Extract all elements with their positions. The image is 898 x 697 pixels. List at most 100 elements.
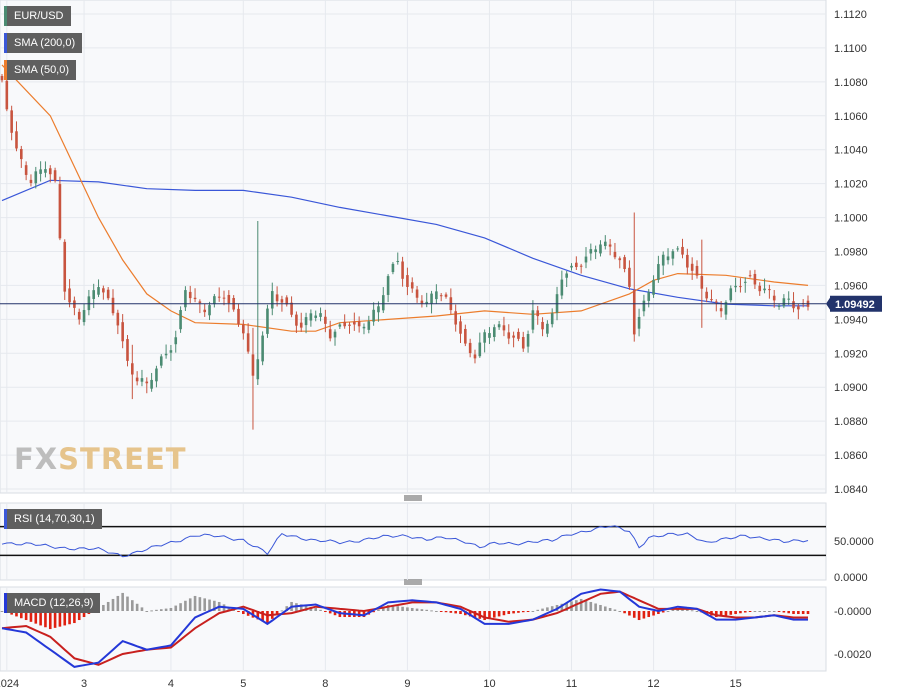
- macd-histogram-bar: [140, 607, 144, 611]
- candle-body: [565, 273, 568, 278]
- macd-histogram-bar: [324, 611, 327, 612]
- candle-body: [632, 290, 636, 335]
- price-tick-label: 1.1000: [834, 213, 868, 225]
- macd-histogram-bar: [0, 611, 4, 612]
- candle-body: [372, 309, 375, 322]
- macd-histogram-bar: [53, 611, 57, 628]
- macd-histogram-bar: [20, 611, 23, 619]
- candle-body: [198, 301, 202, 303]
- candle-body: [58, 184, 62, 239]
- legend-eurusd[interactable]: EUR/USD: [4, 6, 71, 26]
- candle-body: [700, 276, 704, 289]
- legend-macd[interactable]: MACD (12,26,9): [4, 593, 101, 613]
- watermark-street: STREET: [58, 442, 187, 476]
- candle-body: [599, 244, 602, 254]
- candle-body: [705, 291, 708, 299]
- candle-body: [406, 275, 409, 287]
- last-price-tag: [830, 295, 882, 312]
- macd-histogram-bar: [594, 603, 597, 611]
- x-tick-label: 2024: [0, 678, 19, 690]
- macd-histogram-bar: [299, 604, 303, 611]
- macd-histogram-bar: [647, 611, 651, 618]
- macd-histogram-bar: [618, 611, 622, 612]
- macd-histogram-bar: [787, 611, 790, 614]
- candle-body: [454, 311, 457, 325]
- macd-histogram-bar: [743, 611, 747, 613]
- macd-histogram-bar: [34, 611, 38, 624]
- legend-label: SMA (200,0): [14, 37, 76, 49]
- candle-body: [184, 290, 187, 308]
- macd-histogram-bar: [285, 606, 289, 611]
- price-tick-label: 1.0900: [834, 382, 868, 394]
- macd-histogram-bar: [483, 611, 486, 621]
- candle-body: [203, 309, 207, 313]
- macd-line: [1, 588, 808, 668]
- macd-histogram-bar: [502, 611, 506, 616]
- legend-rsi[interactable]: RSI (14,70,30,1): [4, 509, 102, 529]
- macd-histogram-bar: [579, 598, 583, 611]
- candle-body: [603, 241, 607, 247]
- candle-body: [478, 342, 482, 357]
- candle-body: [188, 291, 192, 299]
- price-tick-label: 1.0960: [834, 280, 868, 292]
- macd-histogram-bar: [362, 611, 366, 618]
- candle-body: [473, 354, 477, 359]
- macd-histogram-bar: [372, 611, 375, 613]
- macd-histogram-bar: [512, 611, 515, 614]
- rsi-tick-label: 50.0000: [834, 536, 874, 548]
- candle-body: [155, 368, 158, 382]
- candle-body: [560, 279, 564, 296]
- candle-body: [169, 350, 173, 353]
- legend-sma50[interactable]: SMA (50,0): [4, 60, 77, 80]
- price-tick-label: 1.0880: [834, 416, 868, 428]
- rsi-line: [1, 525, 809, 558]
- candle-body: [63, 241, 67, 292]
- legend-label: MACD (12,26,9): [14, 597, 94, 609]
- candle-body: [256, 359, 260, 380]
- candle-body: [217, 296, 221, 298]
- price-tick-label: 1.1080: [834, 77, 868, 89]
- candle-body: [666, 256, 670, 261]
- candle-body: [724, 302, 728, 315]
- candle-body: [507, 332, 511, 339]
- candle-body: [676, 248, 679, 250]
- macd-histogram-bar: [198, 597, 202, 611]
- macd-histogram-bar: [459, 611, 462, 615]
- candle-body: [671, 251, 675, 259]
- macd-histogram-bar: [333, 611, 337, 616]
- macd-histogram-bar: [48, 611, 52, 630]
- candle-body: [299, 322, 303, 328]
- candle-body: [213, 296, 216, 305]
- candle-body: [261, 335, 264, 362]
- pane-resize-handle-1[interactable]: [404, 495, 422, 501]
- candle-body: [681, 246, 684, 255]
- legend-sma200[interactable]: SMA (200,0): [4, 33, 83, 53]
- macd-histogram-bar: [599, 604, 602, 611]
- candle-body: [242, 324, 245, 334]
- macd-histogram-bar: [546, 607, 549, 611]
- macd-histogram-bar: [213, 600, 216, 611]
- macd-histogram-bar: [328, 611, 332, 614]
- macd-histogram-bar: [734, 611, 737, 615]
- candle-body: [729, 288, 733, 301]
- macd-histogram-bar: [184, 600, 187, 611]
- macd-histogram-bar: [464, 611, 467, 616]
- price-tick-label: 1.0980: [834, 247, 868, 259]
- macd-histogram-bar: [536, 609, 540, 611]
- macd-histogram-bar: [63, 611, 67, 626]
- macd-histogram-bar: [714, 611, 718, 618]
- candle-body: [652, 279, 655, 295]
- macd-histogram-bar: [517, 611, 520, 613]
- candle-body: [280, 299, 284, 303]
- candle-body: [131, 363, 134, 375]
- x-tick-label: 15: [729, 678, 741, 690]
- macd-histogram-bar: [671, 609, 675, 611]
- macd-histogram-bar: [155, 609, 158, 611]
- macd-histogram-bar: [126, 596, 129, 611]
- candle-body: [338, 324, 342, 327]
- price-tick-label: 1.0840: [834, 484, 868, 496]
- price-tick-label: 1.1120: [834, 9, 867, 21]
- candle-body: [575, 262, 578, 268]
- macd-histogram-bar: [396, 606, 400, 611]
- macd-histogram-bar: [768, 611, 771, 612]
